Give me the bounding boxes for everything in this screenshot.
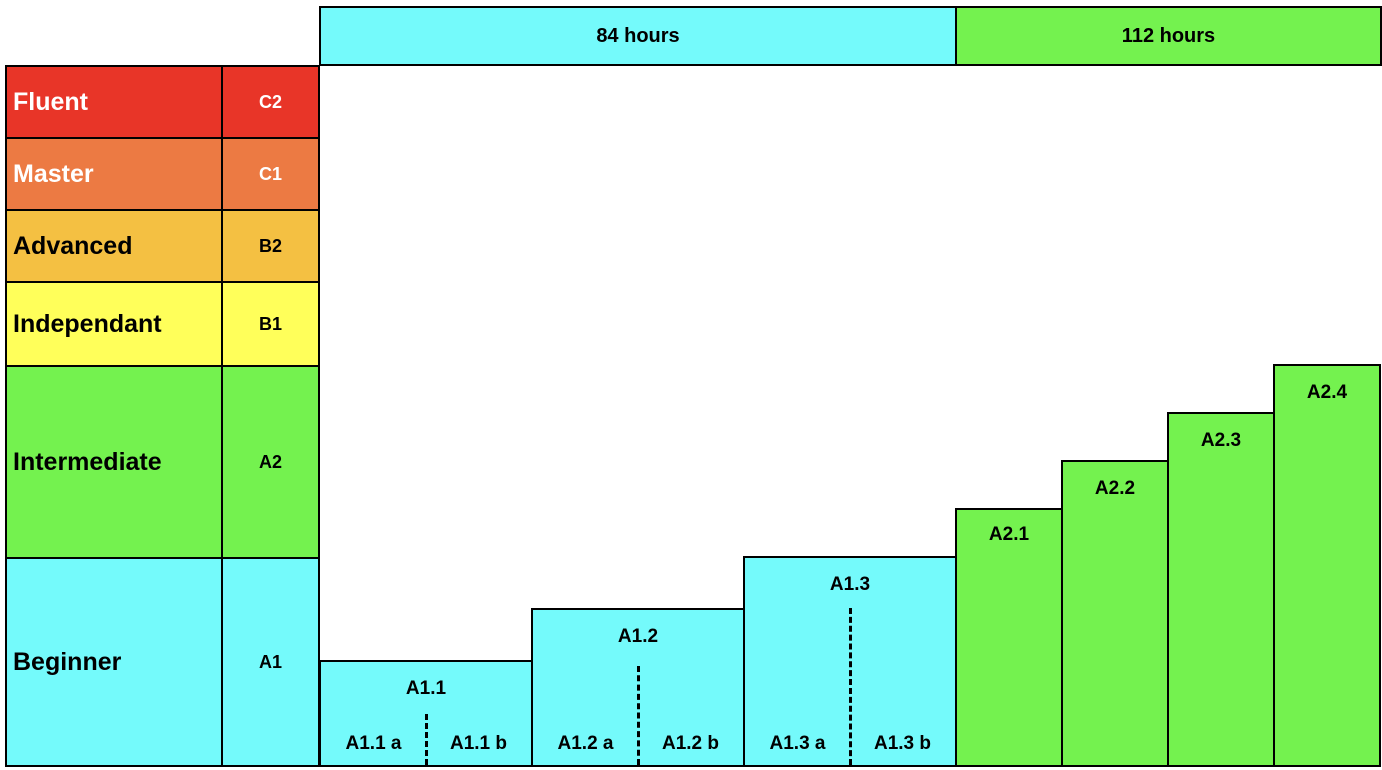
step-a2-4: A2.4	[1273, 364, 1381, 767]
level-row-c2: Fluent C2	[5, 65, 320, 139]
hours-112-label: 112 hours	[1121, 24, 1216, 47]
hours-84-header: 84 hours	[319, 6, 957, 66]
level-name: Beginner	[5, 557, 223, 767]
step-label: A2.4	[1306, 382, 1348, 403]
sub-step-label: A1.2 a	[557, 733, 614, 754]
level-code: C2	[221, 65, 320, 139]
step-label: A1.1	[405, 678, 447, 699]
step-a1-3: A1.3 A1.3 a A1.3 b	[743, 556, 957, 767]
level-name: Fluent	[5, 65, 223, 139]
level-code: A1	[221, 557, 320, 767]
level-row-b1: Independant B1	[5, 281, 320, 367]
step-label: A2.2	[1094, 478, 1136, 499]
step-a1-1: A1.1 A1.1 a A1.1 b	[319, 660, 533, 767]
step-a2-3: A2.3	[1167, 412, 1275, 767]
step-a2-1: A2.1	[955, 508, 1063, 767]
level-name: Advanced	[5, 209, 223, 283]
sub-step-label: A1.1 a	[345, 733, 402, 754]
hours-112-header: 112 hours	[955, 6, 1382, 66]
level-name: Independant	[5, 281, 223, 367]
step-label: A1.2	[617, 626, 659, 647]
sub-divider	[848, 608, 852, 765]
sub-divider	[636, 666, 640, 765]
sub-step-label: A1.2 b	[661, 733, 720, 754]
level-row-a1: Beginner A1	[5, 557, 320, 767]
level-code: B2	[221, 209, 320, 283]
sub-step-label: A1.1 b	[449, 733, 508, 754]
step-label: A2.3	[1200, 430, 1242, 451]
level-row-a2: Intermediate A2	[5, 365, 320, 559]
level-code: C1	[221, 137, 320, 211]
level-name: Intermediate	[5, 365, 223, 559]
sub-divider	[424, 714, 428, 765]
level-row-c1: Master C1	[5, 137, 320, 211]
level-code: A2	[221, 365, 320, 559]
sub-step-label: A1.3 b	[873, 733, 932, 754]
sub-step-label: A1.3 a	[769, 733, 826, 754]
step-a1-2: A1.2 A1.2 a A1.2 b	[531, 608, 745, 767]
step-label: A2.1	[988, 524, 1030, 545]
level-code: B1	[221, 281, 320, 367]
step-label: A1.3	[829, 574, 871, 595]
step-a2-2: A2.2	[1061, 460, 1169, 767]
level-name: Master	[5, 137, 223, 211]
level-row-b2: Advanced B2	[5, 209, 320, 283]
hours-84-label: 84 hours	[596, 24, 680, 47]
